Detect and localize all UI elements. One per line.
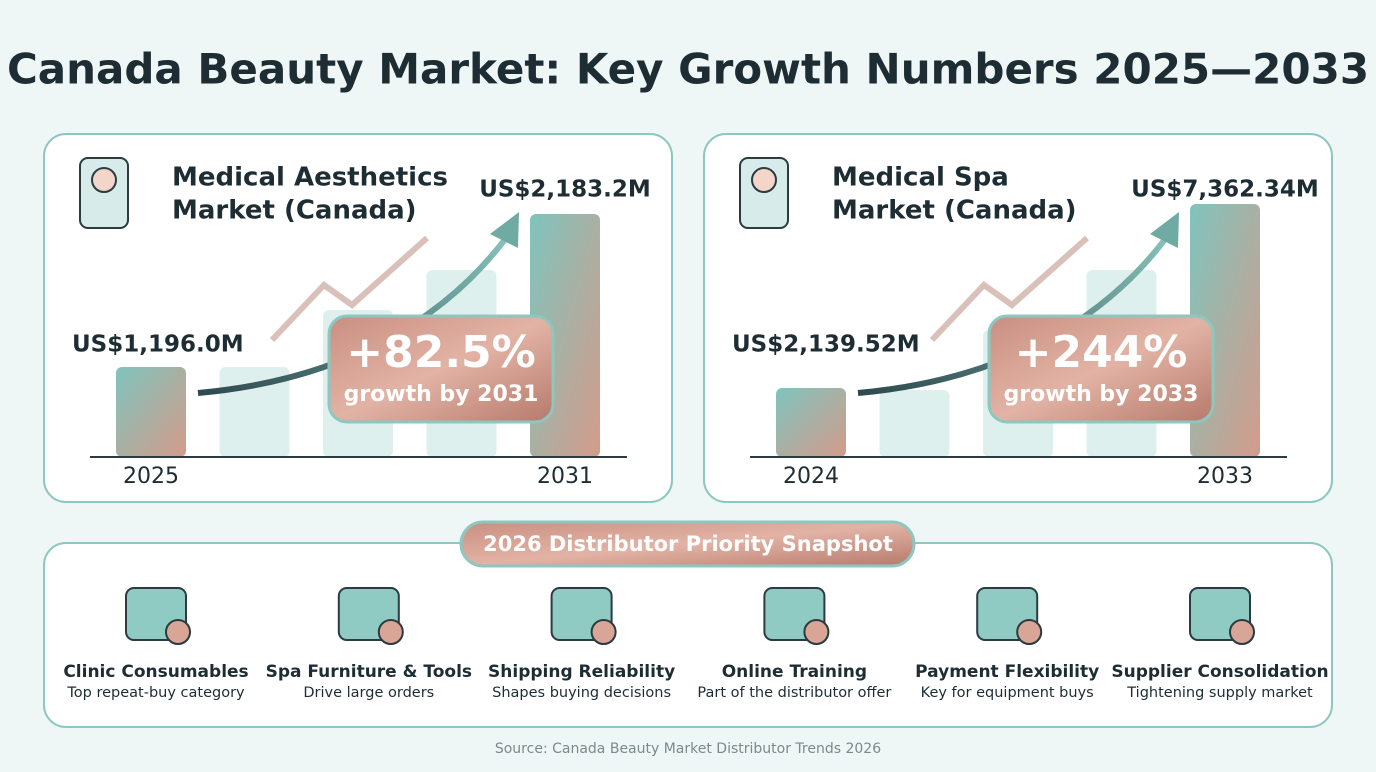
panel-title: Market (Canada) [832, 196, 1077, 226]
item-icon-accent [590, 619, 617, 645]
panel-icon-detail [91, 167, 117, 193]
growth-value: +82.5% [346, 327, 536, 378]
background-bar [879, 390, 950, 457]
panel-title: Medical Spa [832, 163, 1009, 193]
item-subtitle: Drive large orders [303, 685, 434, 701]
item-title: Supplier Consolidation [1111, 662, 1328, 682]
bar [776, 388, 846, 457]
snapshot-title: 2026 Distributor Priority Snapshot [483, 532, 893, 556]
trend-zigzag [269, 235, 429, 343]
end-year: 2031 [537, 464, 593, 489]
end-value: US$2,183.2M [479, 177, 651, 203]
trend-zigzag [929, 235, 1089, 343]
growth-arrowhead [1150, 212, 1179, 248]
growth-box [987, 314, 1215, 424]
start-value: US$2,139.52M [732, 332, 920, 358]
item-icon-accent [1016, 619, 1043, 645]
item-subtitle: Shapes buying decisions [492, 685, 671, 701]
item-title: Clinic Consumables [63, 662, 248, 682]
item-title: Payment Flexibility [915, 662, 1099, 682]
item-subtitle: Part of the distributor offer [697, 685, 891, 701]
item-subtitle: Key for equipment buys [921, 685, 1094, 701]
item-subtitle: Tightening supply market [1126, 685, 1313, 701]
panel-title: Medical Aesthetics [172, 163, 448, 193]
start-year: 2025 [123, 464, 179, 489]
item-icon-accent [165, 619, 191, 645]
main-title: Canada Beauty Market: Key Growth Numbers… [7, 45, 1369, 94]
growth-value: +244% [1015, 327, 1188, 378]
growth-note: growth by 2031 [344, 382, 539, 407]
item-icon-accent [803, 619, 830, 645]
growth-box [327, 314, 555, 424]
start-year: 2024 [783, 464, 839, 489]
item-title: Shipping Reliability [488, 662, 675, 682]
panel-title: Market (Canada) [172, 196, 417, 226]
start-value: US$1,196.0M [72, 332, 244, 358]
bar [116, 367, 186, 457]
panel-icon-detail [751, 167, 777, 193]
end-year: 2033 [1197, 464, 1253, 489]
growth-arrowhead [490, 212, 519, 248]
snapshot-pill [459, 520, 916, 568]
item-subtitle: Top repeat-buy category [66, 685, 245, 701]
source: Source: Canada Beauty Market Distributor… [495, 741, 881, 757]
item-icon-accent [1229, 619, 1255, 645]
growth-note: growth by 2033 [1004, 382, 1199, 407]
item-title: Online Training [722, 662, 867, 682]
item-title: Spa Furniture & Tools [266, 662, 472, 682]
item-icon-accent [377, 619, 404, 645]
end-value: US$7,362.34M [1131, 177, 1319, 203]
